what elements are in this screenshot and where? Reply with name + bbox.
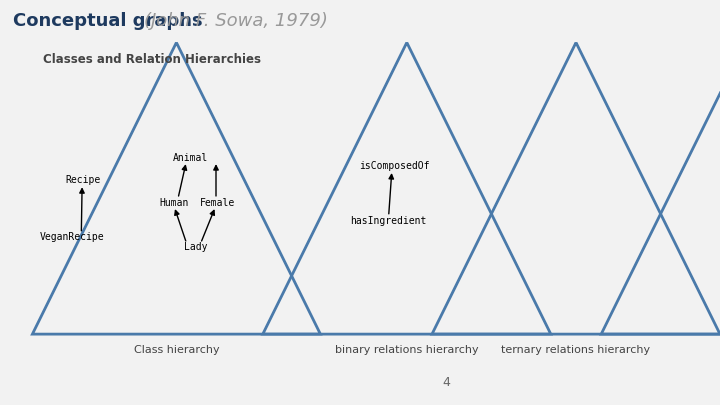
- Text: isComposedOf: isComposedOf: [359, 161, 430, 171]
- Text: Classes and Relation Hierarchies: Classes and Relation Hierarchies: [43, 53, 261, 66]
- Text: (John F. Sowa, 1979): (John F. Sowa, 1979): [144, 12, 328, 30]
- Text: Lady: Lady: [184, 242, 207, 252]
- Text: Recipe: Recipe: [66, 175, 100, 185]
- Text: Conceptual graphs: Conceptual graphs: [13, 12, 209, 30]
- Text: VeganRecipe: VeganRecipe: [40, 232, 104, 242]
- Text: 4: 4: [443, 376, 450, 389]
- Text: Animal: Animal: [174, 153, 208, 163]
- Text: Class hierarchy: Class hierarchy: [134, 345, 219, 355]
- Text: hasIngredient: hasIngredient: [351, 216, 427, 226]
- Text: ternary relations hierarchy: ternary relations hierarchy: [501, 345, 651, 355]
- Text: Female: Female: [200, 198, 235, 207]
- Text: binary relations hierarchy: binary relations hierarchy: [335, 345, 479, 355]
- Text: Human: Human: [160, 198, 189, 207]
